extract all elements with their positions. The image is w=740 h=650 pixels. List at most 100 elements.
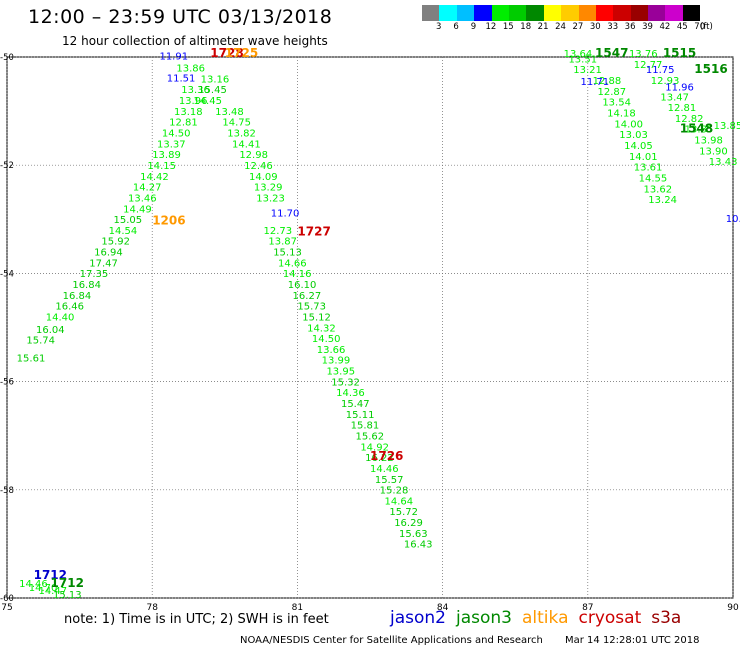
swh-observation: 16.94 (94, 248, 123, 259)
legend-entry-s3a: s3a (651, 608, 682, 628)
swh-observation: 10.8 (726, 214, 740, 225)
swh-observation: 15.61 (17, 354, 46, 365)
color-scale-label: 30 (589, 22, 601, 32)
swh-observation: 14.46 (370, 464, 399, 475)
swh-observation: 14.15 (147, 161, 176, 172)
pass-time-label: 1725 (225, 46, 258, 60)
color-scale-cell (526, 5, 544, 21)
swh-observation: 15.73 (297, 302, 326, 313)
swh-observation: 14.41 (232, 139, 261, 150)
color-scale-label: 70 (694, 22, 706, 32)
color-scale-label: 33 (607, 22, 619, 32)
swh-observation: 13.82 (227, 129, 256, 140)
swh-observation: 14.00 (614, 119, 643, 130)
pass-time-label: 1727 (297, 225, 330, 239)
swh-observation: 14.05 (624, 141, 653, 152)
swh-observation: 14.70 (29, 583, 58, 594)
swh-observation: 14.50 (162, 129, 191, 140)
swh-observation: 16.10 (288, 280, 317, 291)
swh-observation: 15.13 (53, 590, 82, 601)
swh-observation: 14.64 (385, 496, 414, 507)
satellite-legend: jason2 jason3 altika cryosat s3a (390, 608, 691, 628)
swh-observation: 13.16 (201, 74, 230, 85)
swh-observation: 13.23 (256, 193, 285, 204)
swh-observation: 15.28 (380, 486, 409, 497)
color-scale-cell (439, 5, 457, 21)
swh-observation: 13.87 (268, 237, 297, 248)
swh-observation: 15.81 (351, 421, 380, 432)
longitude-tick-label: 90 (727, 603, 739, 613)
color-scale-labels: 3 6 9 12 15 18 21 24 27 30 33 36 39 42 45 70 (422, 22, 740, 34)
color-scale-label: 12 (485, 22, 497, 32)
swh-observation: 17.47 (89, 258, 118, 269)
swh-observation: 13.48 (215, 107, 244, 118)
color-scale-cell (613, 5, 631, 21)
swh-observation: 16.27 (293, 291, 322, 302)
color-scale-cell (456, 5, 475, 21)
pass-time-label: 1726 (370, 449, 403, 463)
swh-observation: 14.49 (123, 204, 152, 215)
map-subtitle: 12 hour collection of altimeter wave hei… (62, 34, 328, 48)
swh-observation: 15.13 (273, 248, 302, 259)
swh-observation: 11.51 (167, 73, 196, 84)
swh-observation: 14.01 (629, 152, 658, 163)
swh-observation: 15.92 (101, 237, 130, 248)
color-scale-label: 15 (502, 22, 514, 32)
latitude-tick-label: -60 (0, 594, 14, 604)
swh-observation: 14.55 (639, 173, 668, 184)
color-scale-cell (543, 5, 562, 21)
color-scale-label: 9 (470, 22, 477, 32)
swh-observation: 11.96 (665, 83, 694, 94)
pass-time-label: 1516 (694, 62, 727, 76)
swh-observation: 13.64 (564, 49, 593, 60)
swh-observation: 13.61 (634, 163, 663, 174)
color-scale-label: 39 (642, 22, 653, 32)
swh-observation: 13.66 (317, 345, 346, 356)
pass-time-label: 1206 (152, 214, 185, 228)
swh-observation: 15.47 (341, 399, 370, 410)
color-scale-cell (665, 5, 683, 21)
legend-entry-cryosat: cryosat (578, 608, 642, 628)
pass-time-label: 1547 (595, 46, 628, 60)
color-scale-label: 27 (572, 22, 584, 32)
color-scale-label: 42 (659, 22, 671, 32)
swh-observation: 13.89 (152, 150, 181, 161)
swh-observation: 15.05 (113, 215, 142, 226)
swh-observation: 13.46 (128, 193, 157, 204)
legend-entry-jason2: jason2 (390, 608, 446, 628)
color-scale-cell (648, 5, 666, 21)
credit-line: NOAA/NESDIS Center for Satellite Applica… (240, 635, 543, 646)
swh-observation: 11.91 (159, 52, 188, 63)
swh-observation: 12.93 (651, 76, 680, 87)
pass-time-label: 1712 (34, 568, 67, 582)
color-scale-cell (682, 5, 701, 21)
swh-observation: 13.54 (602, 98, 631, 109)
swh-observation: 14.47 (38, 586, 67, 597)
pass-time-label: 1728 (210, 46, 243, 60)
latitude-tick-label: -58 (0, 486, 14, 496)
swh-observation: 13.96 (179, 96, 208, 107)
swh-observation: 15.74 (26, 336, 55, 347)
swh-observation: 17.35 (80, 269, 109, 280)
swh-observation: 14.45 (193, 96, 222, 107)
color-scale-label: 21 (537, 22, 549, 32)
swh-observation: 12.77 (634, 60, 663, 71)
color-scale-cell (474, 5, 492, 21)
swh-observation: 13.85 (685, 125, 714, 136)
swh-observation: 13.62 (643, 184, 672, 195)
swh-observation: 13.99 (322, 356, 351, 367)
pass-time-label: 1712 (51, 576, 84, 590)
swh-observation: 13.51 (568, 54, 597, 65)
color-scale-cell (508, 5, 527, 21)
color-scale-cell (630, 5, 649, 21)
color-scale-label: 24 (555, 22, 566, 32)
swh-observation: 12.73 (264, 226, 293, 237)
swh-observation: 14.66 (278, 258, 307, 269)
swh-observation: 13.85 (714, 121, 740, 132)
color-scale-cell (595, 5, 614, 21)
latitude-tick-label: -54 (0, 269, 14, 279)
pass-time-label: 1515 (663, 46, 696, 60)
swh-observation: 13.36 (181, 85, 210, 96)
swh-observation: 11.75 (646, 65, 675, 76)
